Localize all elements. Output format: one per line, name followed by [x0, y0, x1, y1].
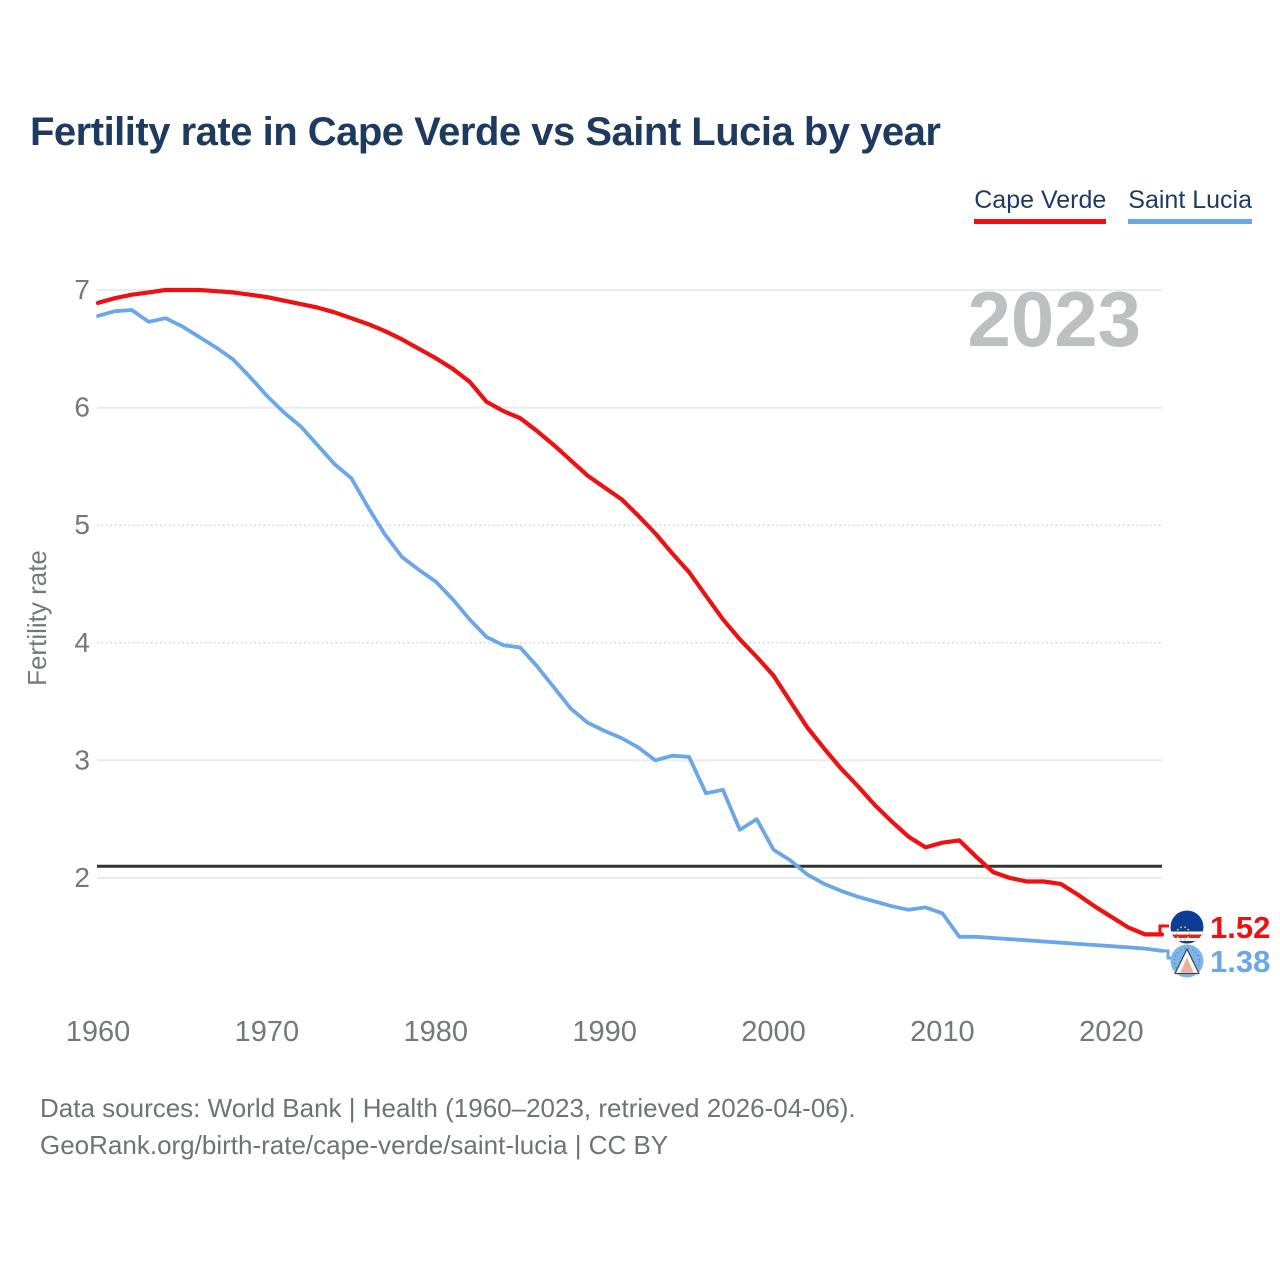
series-line-cape-verde: [95, 287, 1165, 937]
cape-verde-flag-icon: [1170, 910, 1204, 944]
saint-lucia-flag-icon: [1170, 944, 1204, 978]
legend-item-saint-lucia[interactable]: Saint Lucia: [1128, 186, 1252, 224]
x-tick-label-2020: 2020: [1079, 1016, 1144, 1048]
footer: Data sources: World Bank | Health (1960–…: [40, 1090, 856, 1164]
watermark-year: 2023: [967, 275, 1141, 363]
x-tick-label-1990: 1990: [572, 1016, 637, 1048]
x-tick-label-2010: 2010: [910, 1016, 975, 1048]
leader-saint-lucia: [1162, 949, 1172, 960]
y-tick-label-2: 2: [74, 862, 90, 893]
series-line-saint-lucia: [96, 308, 1164, 953]
y-tick-label-5: 5: [74, 509, 90, 540]
end-label-cape-verde: 1.52: [1210, 910, 1270, 945]
x-tick-label-1970: 1970: [235, 1016, 300, 1048]
x-tick-label-1980: 1980: [404, 1016, 469, 1048]
x-tick-label-2000: 2000: [741, 1016, 806, 1048]
y-tick-label-3: 3: [74, 744, 90, 775]
y-tick-label-7: 7: [74, 274, 90, 305]
legend: Cape Verde Saint Lucia: [974, 186, 1252, 224]
leader-cape-verde: [1158, 924, 1169, 936]
end-label-saint-lucia: 1.38: [1210, 944, 1270, 979]
y-axis-label: Fertility rate: [22, 550, 52, 686]
page-title: Fertility rate in Cape Verde vs Saint Lu…: [30, 110, 941, 154]
y-tick-label-4: 4: [74, 627, 90, 658]
attribution-text: GeoRank.org/birth-rate/cape-verde/saint-…: [40, 1130, 669, 1160]
y-tick-label-6: 6: [74, 392, 90, 423]
legend-item-cape-verde[interactable]: Cape Verde: [974, 186, 1107, 224]
x-tick-label-1960: 1960: [66, 1016, 131, 1048]
data-sources-text: Data sources: World Bank | Health (1960–…: [40, 1093, 856, 1123]
